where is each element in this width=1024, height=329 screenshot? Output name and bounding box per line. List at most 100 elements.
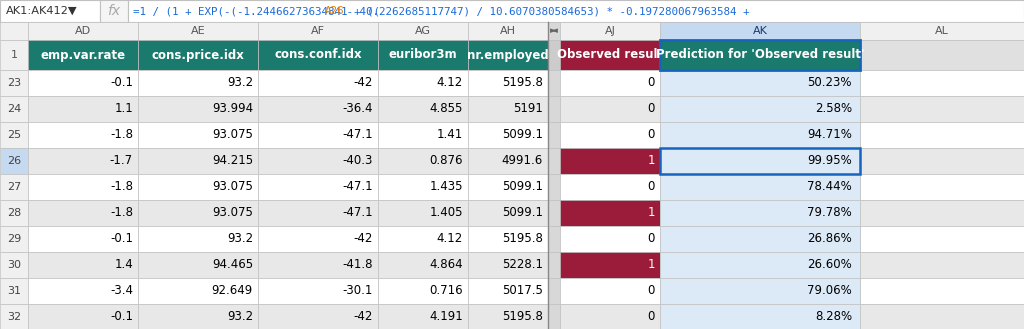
Bar: [28, 252, 138, 278]
Bar: [258, 70, 378, 96]
Bar: [860, 226, 1024, 252]
Bar: [378, 200, 468, 226]
Text: 79.06%: 79.06%: [807, 285, 852, 297]
Text: -47.1: -47.1: [342, 207, 373, 219]
Bar: [468, 96, 548, 122]
Bar: [548, 22, 560, 40]
Bar: [28, 174, 138, 200]
Bar: [860, 174, 1024, 200]
Text: 0: 0: [647, 233, 655, 245]
Bar: [660, 252, 860, 278]
Text: AE: AE: [190, 26, 206, 36]
Text: 0.876: 0.876: [429, 155, 463, 167]
Bar: [468, 304, 548, 329]
Bar: [0, 226, 28, 252]
Text: 5099.1: 5099.1: [502, 207, 543, 219]
Text: -41.8: -41.8: [342, 259, 373, 271]
Bar: [138, 252, 258, 278]
Bar: [128, 0, 1024, 22]
Text: AL: AL: [935, 26, 949, 36]
Text: 93.2: 93.2: [227, 77, 253, 89]
Bar: [560, 278, 660, 304]
Bar: [660, 148, 860, 174]
Bar: [0, 278, 28, 304]
Text: 29: 29: [7, 234, 22, 244]
Bar: [28, 200, 138, 226]
Bar: [138, 226, 258, 252]
Text: 78.44%: 78.44%: [807, 181, 852, 193]
Text: -42: -42: [353, 311, 373, 323]
Bar: [560, 70, 660, 96]
Bar: [0, 200, 28, 226]
Text: 79.78%: 79.78%: [807, 207, 852, 219]
Bar: [860, 148, 1024, 174]
Text: -0.1: -0.1: [110, 311, 133, 323]
Bar: [0, 252, 28, 278]
Text: -30.1: -30.1: [343, 285, 373, 297]
Bar: [660, 40, 860, 70]
Text: 1.4: 1.4: [115, 259, 133, 271]
Text: Prediction for 'Observed result': Prediction for 'Observed result': [655, 48, 864, 62]
Bar: [0, 22, 28, 40]
Bar: [660, 174, 860, 200]
Text: AK: AK: [753, 26, 767, 36]
Bar: [560, 304, 660, 329]
Text: -40.3: -40.3: [343, 155, 373, 167]
Text: AD: AD: [75, 26, 91, 36]
Bar: [468, 278, 548, 304]
Text: 5099.1: 5099.1: [502, 181, 543, 193]
Text: cons.price.idx: cons.price.idx: [152, 48, 245, 62]
Bar: [28, 122, 138, 148]
Text: Observed result: Observed result: [557, 48, 664, 62]
Bar: [138, 278, 258, 304]
Bar: [560, 200, 660, 226]
Text: 93.2: 93.2: [227, 311, 253, 323]
Text: -42: -42: [353, 233, 373, 245]
Bar: [860, 304, 1024, 329]
Bar: [860, 22, 1024, 40]
Bar: [468, 252, 548, 278]
Text: 0.716: 0.716: [429, 285, 463, 297]
Bar: [548, 122, 560, 148]
Bar: [378, 174, 468, 200]
Bar: [860, 40, 1024, 70]
Text: 5191: 5191: [513, 103, 543, 115]
Bar: [660, 304, 860, 329]
Bar: [258, 226, 378, 252]
Text: 2.58%: 2.58%: [815, 103, 852, 115]
Bar: [28, 40, 138, 70]
Text: AJ: AJ: [604, 26, 615, 36]
Bar: [258, 22, 378, 40]
Text: 93.2: 93.2: [227, 233, 253, 245]
Bar: [0, 148, 28, 174]
Text: -1.8: -1.8: [110, 129, 133, 141]
Bar: [28, 96, 138, 122]
Bar: [860, 96, 1024, 122]
Bar: [258, 40, 378, 70]
Bar: [660, 226, 860, 252]
Text: 5099.1: 5099.1: [502, 129, 543, 141]
Bar: [468, 122, 548, 148]
Bar: [378, 148, 468, 174]
Text: 99.95%: 99.95%: [807, 155, 852, 167]
Bar: [468, 22, 548, 40]
Bar: [28, 148, 138, 174]
Text: 25: 25: [7, 130, 22, 140]
Bar: [548, 174, 560, 200]
Bar: [258, 304, 378, 329]
Text: 30: 30: [7, 260, 22, 270]
Bar: [660, 70, 860, 96]
Bar: [548, 148, 560, 174]
Text: 1.435: 1.435: [429, 181, 463, 193]
Bar: [258, 200, 378, 226]
Bar: [138, 22, 258, 40]
Bar: [378, 22, 468, 40]
Text: 92.649: 92.649: [212, 285, 253, 297]
Text: 93.075: 93.075: [212, 207, 253, 219]
Bar: [660, 122, 860, 148]
Text: 1: 1: [647, 155, 655, 167]
Bar: [138, 200, 258, 226]
Bar: [0, 122, 28, 148]
Bar: [860, 70, 1024, 96]
Text: 31: 31: [7, 286, 22, 296]
